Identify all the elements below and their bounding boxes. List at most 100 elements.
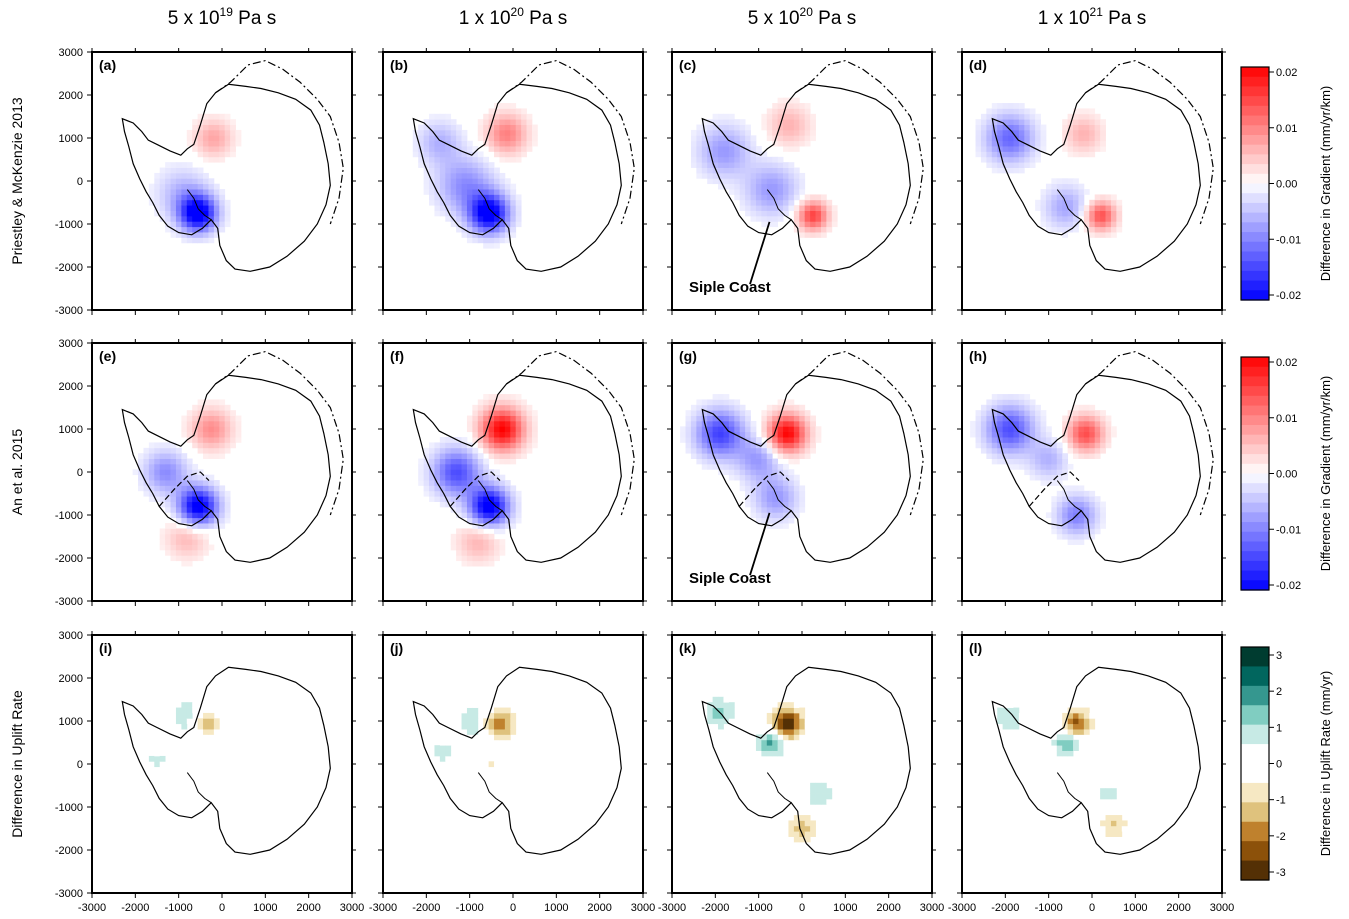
heatmap-cell — [1067, 501, 1074, 508]
heatmap-cell — [696, 124, 703, 131]
heatmap-cell — [434, 469, 441, 476]
heatmap-cell — [181, 162, 188, 168]
heatmap-cell — [777, 140, 784, 147]
heatmap-cell — [192, 702, 199, 708]
heatmap-cell — [772, 221, 779, 228]
heatmap-cell — [197, 189, 204, 195]
heatmap-cell — [1040, 415, 1047, 422]
heatmap-cell — [1056, 739, 1063, 746]
heatmap-cell — [1002, 453, 1009, 459]
heatmap-cell — [186, 221, 193, 228]
heatmap-cell — [766, 404, 773, 411]
heatmap-cell — [499, 707, 506, 714]
heatmap-cell — [1024, 124, 1031, 131]
heatmap-cell — [429, 162, 435, 168]
heatmap-cell — [472, 221, 479, 228]
heatmap-cell — [728, 702, 735, 708]
heatmap-cell — [488, 415, 495, 422]
heatmap-cell — [810, 210, 816, 217]
heatmap-cell — [1002, 410, 1009, 416]
heatmap-cell — [1105, 798, 1112, 805]
heatmap-cell — [777, 480, 784, 486]
heatmap-cell — [1067, 463, 1074, 470]
heatmap-cell — [494, 124, 500, 131]
heatmap-cell — [472, 501, 479, 508]
heatmap-cell — [804, 437, 811, 443]
heatmap-cell — [991, 458, 998, 465]
heatmap-cell — [494, 232, 500, 238]
heatmap-cell — [186, 528, 193, 535]
heatmap-cell — [1029, 140, 1036, 147]
heatmap-cell — [418, 140, 425, 147]
heatmap-cell — [1073, 723, 1079, 730]
heatmap-cell — [761, 734, 768, 741]
heatmap-cell — [707, 453, 714, 459]
panel-c: (c) — [667, 48, 936, 315]
heatmap-cell — [494, 199, 500, 206]
heatmap-cell — [213, 523, 220, 529]
heatmap-cell — [755, 215, 762, 222]
heatmap-cell — [1018, 113, 1025, 120]
y-tick-label: -3000 — [55, 888, 83, 900]
heatmap-cell — [203, 517, 209, 524]
heatmap-cell — [1100, 420, 1106, 427]
heatmap-cell — [1013, 463, 1020, 470]
heatmap-cell — [1056, 199, 1063, 206]
heatmap-cell — [197, 523, 204, 529]
heatmap-cell — [1105, 415, 1112, 422]
heatmap-cell — [515, 420, 522, 427]
heatmap-cell — [810, 119, 816, 125]
heatmap-cell — [1062, 194, 1069, 201]
colorbar-segment — [1241, 183, 1269, 194]
heatmap-cell — [766, 474, 773, 481]
heatmap-cell — [1067, 533, 1074, 540]
heatmap-cell — [230, 124, 236, 131]
heatmap-cell — [488, 135, 495, 142]
heatmap-cell — [418, 474, 425, 481]
heatmap-cell — [799, 707, 806, 714]
heatmap-cell — [181, 549, 188, 556]
heatmap-cell — [1083, 410, 1090, 416]
heatmap-cell — [739, 172, 746, 179]
heatmap-cell — [1062, 750, 1069, 757]
heatmap-cell — [1094, 410, 1101, 416]
coastline — [991, 83, 1201, 272]
colorbar-segment — [1241, 144, 1269, 155]
heatmap-cell — [483, 394, 490, 400]
heatmap-cell — [181, 707, 188, 714]
heatmap-cell — [148, 189, 155, 195]
heatmap-cell — [456, 447, 462, 454]
heatmap-cell — [766, 447, 773, 454]
heatmap-cell — [472, 496, 479, 502]
heatmap-cell — [1073, 426, 1079, 433]
heatmap-cell — [170, 215, 177, 222]
heatmap-cell — [224, 124, 231, 131]
heatmap-cell — [783, 210, 789, 217]
panel-frame — [91, 51, 353, 311]
heatmap-cell — [690, 437, 697, 443]
column-title-4: 1 x 1021 Pa s — [1038, 5, 1146, 29]
heatmap-cell — [197, 237, 204, 244]
heatmap-cell — [192, 226, 199, 233]
heatmap-cell — [1100, 512, 1106, 519]
heatmap-cell — [820, 215, 827, 222]
heatmap-cell — [213, 129, 220, 136]
heatmap-cell — [980, 431, 987, 438]
heatmap-cell — [783, 729, 789, 735]
heatmap-cell — [810, 124, 816, 131]
heatmap-cell — [783, 113, 789, 120]
heatmap-cell — [165, 469, 171, 476]
heatmap-cell — [1067, 490, 1074, 497]
x-tick-label: 3000 — [1210, 902, 1234, 914]
heatmap-cell — [701, 458, 708, 465]
heatmap-cell — [793, 480, 800, 486]
heatmap-cell — [186, 560, 193, 567]
heatmap-cell — [777, 97, 784, 104]
heatmap-cell — [761, 415, 768, 422]
heatmap-cell — [997, 103, 1004, 109]
heatmap-cell — [1078, 194, 1085, 201]
colorbar-segment — [1241, 357, 1269, 368]
y-tick-label: -2000 — [55, 262, 83, 274]
heatmap-cell — [1018, 156, 1025, 163]
coastline — [121, 666, 331, 855]
